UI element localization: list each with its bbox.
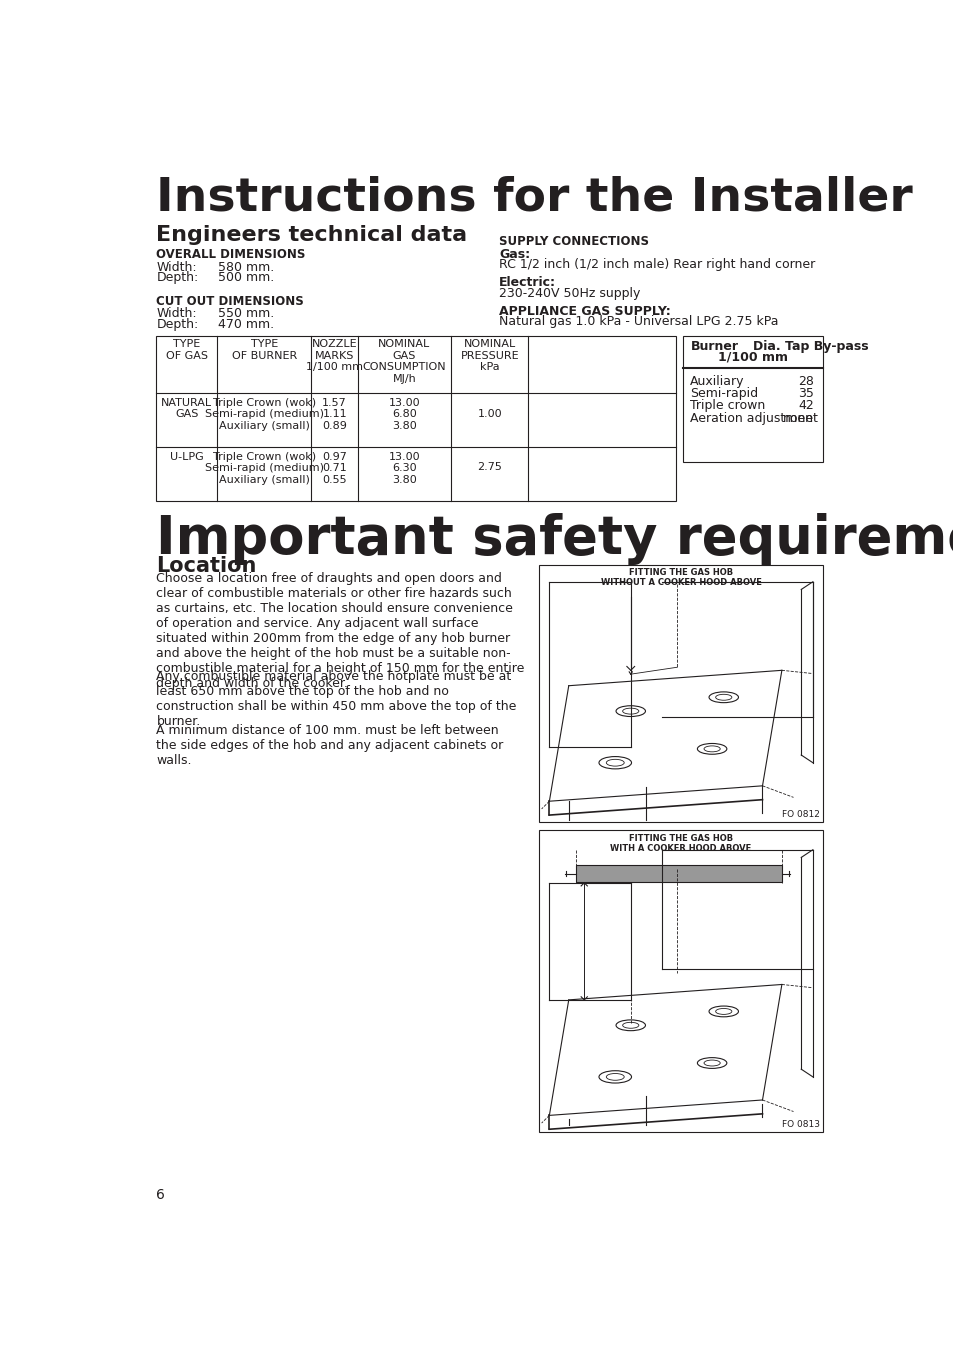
Text: 42: 42 <box>797 400 813 412</box>
Text: Burner: Burner <box>691 340 739 353</box>
Text: NATURAL
GAS: NATURAL GAS <box>161 397 212 419</box>
Bar <box>538 565 822 821</box>
Text: FO 0812: FO 0812 <box>781 811 819 819</box>
Text: 1/100 mm: 1/100 mm <box>718 351 787 363</box>
Text: Depth:: Depth: <box>156 272 198 285</box>
Text: Gas:: Gas: <box>498 247 530 261</box>
Text: 2.75: 2.75 <box>476 462 501 473</box>
Text: RC 1/2 inch (1/2 inch male) Rear right hand corner: RC 1/2 inch (1/2 inch male) Rear right h… <box>498 258 815 272</box>
Text: 35: 35 <box>797 386 813 400</box>
Text: FO 0813: FO 0813 <box>781 1120 819 1129</box>
Text: Triple crown: Triple crown <box>689 400 764 412</box>
Text: SUPPLY CONNECTIONS: SUPPLY CONNECTIONS <box>498 235 648 249</box>
Text: Depth:: Depth: <box>156 317 198 331</box>
Text: 580 mm.: 580 mm. <box>218 261 274 274</box>
Text: OVERALL DIMENSIONS: OVERALL DIMENSIONS <box>156 249 306 261</box>
Text: NOMINAL
GAS
CONSUMPTION
MJ/h: NOMINAL GAS CONSUMPTION MJ/h <box>362 339 446 384</box>
Text: A minimum distance of 100 mm. must be left between
the side edges of the hob and: A minimum distance of 100 mm. must be le… <box>156 724 503 767</box>
Text: Auxiliary: Auxiliary <box>689 374 743 388</box>
Text: 0.97
0.71
0.55: 0.97 0.71 0.55 <box>322 451 347 485</box>
Bar <box>538 831 822 1132</box>
Text: 13.00
6.80
3.80: 13.00 6.80 3.80 <box>388 397 420 431</box>
Text: 500 mm.: 500 mm. <box>218 272 274 285</box>
Text: Width:: Width: <box>156 307 197 320</box>
Text: U-LPG: U-LPG <box>170 451 203 462</box>
Text: NOZZLE
MARKS
1/100 mm: NOZZLE MARKS 1/100 mm <box>306 339 363 373</box>
Text: APPLIANCE GAS SUPPLY:: APPLIANCE GAS SUPPLY: <box>498 304 670 317</box>
Text: 13.00
6.30
3.80: 13.00 6.30 3.80 <box>388 451 420 485</box>
Text: Natural gas 1.0 kPa - Universal LPG 2.75 kPa: Natural gas 1.0 kPa - Universal LPG 2.75… <box>498 315 778 328</box>
Text: Semi-rapid: Semi-rapid <box>689 386 757 400</box>
Text: 230-240V 50Hz supply: 230-240V 50Hz supply <box>498 286 639 300</box>
Bar <box>156 336 675 501</box>
Text: Engineers technical data: Engineers technical data <box>156 226 467 246</box>
Text: Instructions for the Installer: Instructions for the Installer <box>156 176 912 222</box>
Text: 550 mm.: 550 mm. <box>218 307 274 320</box>
Text: FITTING THE GAS HOB
WITH A COOKER HOOD ABOVE: FITTING THE GAS HOB WITH A COOKER HOOD A… <box>610 834 751 852</box>
Text: Triple Crown (wok)
Semi-rapid (medium)
Auxiliary (small): Triple Crown (wok) Semi-rapid (medium) A… <box>205 397 323 431</box>
Text: 1.57
1.11
0.89: 1.57 1.11 0.89 <box>322 397 347 431</box>
Text: 470 mm.: 470 mm. <box>218 317 274 331</box>
Text: Any combustible material above the hotplate must be at
least 650 mm above the to: Any combustible material above the hotpl… <box>156 670 517 728</box>
Text: 28: 28 <box>797 374 813 388</box>
Text: Electric:: Electric: <box>498 276 556 289</box>
Bar <box>682 336 822 462</box>
Text: CUT OUT DIMENSIONS: CUT OUT DIMENSIONS <box>156 295 304 308</box>
Text: Location: Location <box>156 557 256 577</box>
Text: 6: 6 <box>156 1188 165 1202</box>
Text: FITTING THE GAS HOB
WITHOUT A COOKER HOOD ABOVE: FITTING THE GAS HOB WITHOUT A COOKER HOO… <box>600 567 760 588</box>
Text: 1.00: 1.00 <box>476 408 501 419</box>
Text: TYPE
OF GAS: TYPE OF GAS <box>166 339 208 361</box>
Bar <box>576 865 781 882</box>
Text: Dia. Tap By-pass: Dia. Tap By-pass <box>753 340 868 353</box>
Text: Important safety requirements: Important safety requirements <box>156 513 953 565</box>
Text: Choose a location free of draughts and open doors and
clear of combustible mater: Choose a location free of draughts and o… <box>156 571 524 690</box>
Text: TYPE
OF BURNER: TYPE OF BURNER <box>232 339 296 361</box>
Text: Width:: Width: <box>156 261 197 274</box>
Text: none: none <box>781 412 813 424</box>
Text: Aeration adjustment: Aeration adjustment <box>689 412 817 424</box>
Text: Triple Crown (wok)
Semi-rapid (medium)
Auxiliary (small): Triple Crown (wok) Semi-rapid (medium) A… <box>205 451 323 485</box>
Text: NOMINAL
PRESSURE
kPa: NOMINAL PRESSURE kPa <box>460 339 518 373</box>
